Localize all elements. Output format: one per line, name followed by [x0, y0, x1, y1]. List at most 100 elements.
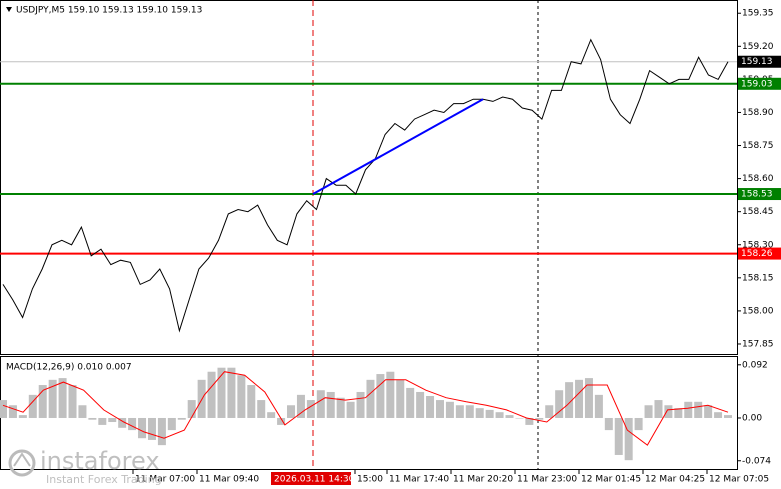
macd-bar [58, 378, 67, 418]
x-tick-label: 12 Mar 04:25 [645, 475, 705, 485]
macd-bar [38, 385, 47, 418]
macd-bar [306, 400, 315, 418]
macd-bar [28, 394, 37, 418]
macd-bar [386, 371, 395, 418]
macd-bar [326, 391, 335, 418]
macd-bar [594, 394, 603, 418]
macd-bar [714, 412, 723, 418]
macd-bar [565, 382, 574, 418]
x-tick-label: 12 Mar 07:05 [709, 475, 769, 485]
macd-bar [237, 375, 246, 418]
macd-bar [654, 400, 663, 418]
macd-bar [217, 367, 226, 418]
macd-bar [138, 417, 147, 439]
macd-bar [0, 400, 7, 418]
macd-bar [525, 417, 534, 425]
y-tick-label: 157.85 [742, 339, 774, 349]
symbol-icon [6, 7, 12, 12]
macd-bar [455, 405, 464, 418]
macd-bar [584, 378, 593, 418]
macd-bar [674, 408, 683, 418]
macd-bar [247, 385, 256, 418]
price-box-label: 159.13 [741, 57, 773, 67]
y-tick-label: 158.00 [742, 306, 774, 316]
macd-bar [8, 405, 17, 418]
macd-bar [366, 379, 375, 418]
macd-bar [18, 415, 27, 418]
y-tick-label: 158.75 [742, 141, 774, 151]
macd-bar [475, 408, 484, 418]
macd-bar [98, 417, 107, 425]
y-tick-label: 159.20 [742, 42, 774, 52]
macd-bar [167, 417, 176, 431]
macd-bar [704, 405, 713, 418]
price-box [738, 55, 781, 68]
macd-bar [445, 401, 454, 418]
macd-bar [316, 390, 325, 418]
macd-signal [2, 371, 729, 446]
macd-bar [545, 405, 554, 418]
macd-bar [108, 417, 117, 423]
macd-bar [406, 387, 415, 418]
macd-bar [664, 405, 673, 418]
macd-bar [684, 401, 693, 418]
macd-bar [336, 397, 345, 418]
logo: instaforex Instant Forex Trading [8, 447, 162, 486]
x-tick-label: 11 Mar 23:00 [517, 475, 577, 485]
macd-bar [296, 394, 305, 418]
logo-icon [13, 452, 31, 467]
macd-bar [416, 391, 425, 418]
macd-bar [485, 409, 494, 418]
x-tick-label: 11 Mar 20:20 [453, 475, 513, 485]
macd-bar [724, 415, 732, 418]
macd-bar [634, 417, 643, 431]
macd-bar [187, 400, 196, 418]
macd-bar [555, 390, 564, 418]
y-tick-label: 158.45 [742, 207, 774, 217]
macd-bar [356, 391, 365, 418]
price-line [2, 38, 729, 333]
price-box [738, 188, 781, 201]
macd-bar [227, 367, 236, 418]
macd-bar [505, 415, 514, 418]
x-tick-label: 12 Mar 01:45 [581, 475, 641, 485]
macd-bar [426, 396, 435, 418]
macd-bar [346, 401, 355, 418]
trend-line [312, 98, 484, 195]
y-tick-label: 158.60 [742, 174, 774, 184]
price-box-label: 158.53 [741, 190, 773, 200]
price-box [738, 247, 781, 260]
chart-title: USDJPY,M5 159.10 159.13 159.10 159.13 [16, 6, 202, 16]
macd-bar [78, 405, 87, 418]
x-tick-label: 11 Mar 09:40 [199, 475, 259, 485]
macd-bar [257, 400, 266, 418]
price-box [738, 77, 781, 90]
y-tick-label: 158.90 [742, 108, 774, 118]
price-panel [0, 0, 738, 355]
macd-bar [495, 412, 504, 418]
macd-bar [207, 371, 216, 418]
macd-bar [515, 417, 524, 419]
macd-bar [147, 417, 156, 440]
y-tick-label: 0.00 [742, 413, 762, 423]
y-tick-label: 0.092 [742, 360, 768, 370]
macd-bar [177, 417, 186, 420]
cursor-label-box [271, 472, 351, 485]
macd-bar [614, 417, 623, 455]
logo-name: instaforex [40, 447, 160, 475]
macd-bar [575, 379, 584, 418]
macd-bar [128, 417, 137, 431]
macd-bar [396, 379, 405, 418]
macd-bar [644, 405, 653, 418]
macd-bar [287, 405, 296, 418]
macd-bar [604, 417, 613, 431]
macd-bar [68, 385, 77, 418]
macd-bar [535, 417, 544, 420]
y-tick-label: 158.15 [742, 273, 774, 283]
macd-bar [694, 401, 703, 418]
y-tick-label: 158.30 [742, 240, 774, 250]
x-tick-label: 15:00 [357, 475, 383, 485]
macd-bar [118, 417, 127, 428]
macd-bar [157, 417, 166, 446]
